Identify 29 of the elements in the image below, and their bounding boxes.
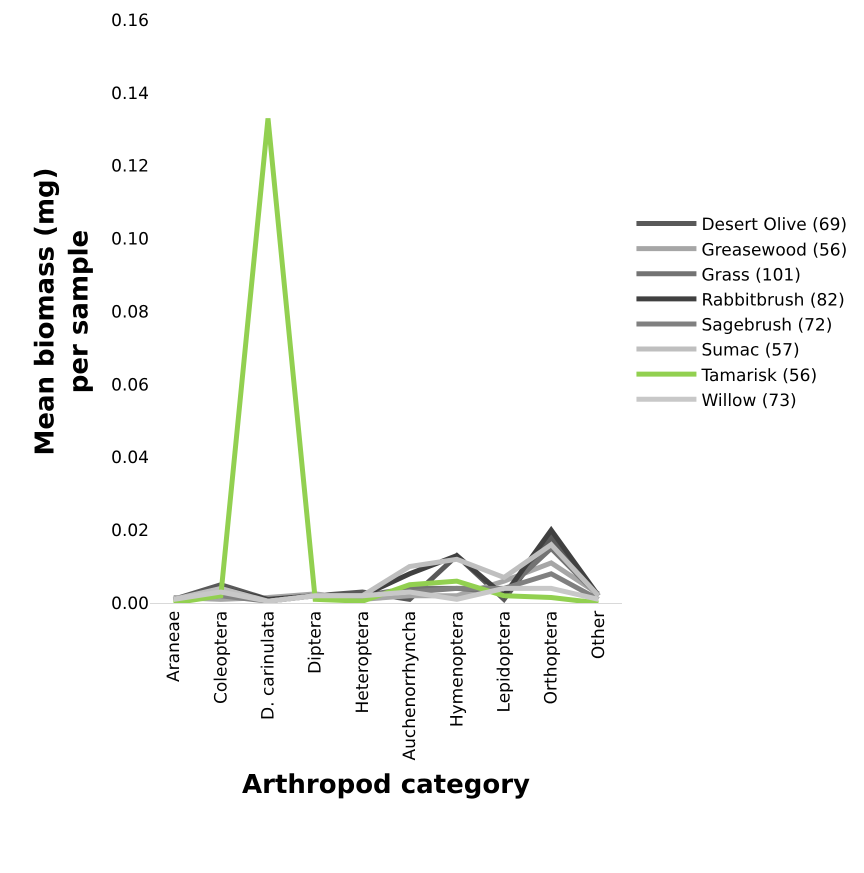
legend-label: Sumac (57)	[701, 340, 800, 361]
y-axis-title: Mean biomass (mg) per sample	[30, 167, 95, 456]
x-tick-label: Heteroptera	[352, 610, 373, 714]
y-tick-label: 0.04	[111, 448, 149, 468]
x-tick-label: Orthoptera	[542, 610, 562, 704]
x-tick-label: Coleoptera	[211, 610, 232, 704]
legend-label: Tamarisk (56)	[700, 366, 818, 386]
x-tick-label: Auchenorrhyncha	[400, 610, 420, 761]
y-tick-label: 0.00	[111, 594, 149, 614]
legend-label: Greasewood (56)	[701, 240, 848, 260]
y-tick-label: 0.12	[111, 156, 149, 177]
legend-label: Rabbitbrush (82)	[701, 290, 845, 310]
y-tick-label: 0.14	[111, 84, 149, 104]
y-tick-label: 0.16	[111, 10, 149, 31]
x-tick-label: Other	[588, 610, 609, 660]
x-tick-label: Hymenoptera	[447, 610, 468, 728]
legend-label: Willow (73)	[701, 390, 797, 411]
x-tick-label: Diptera	[306, 610, 326, 674]
y-tick-label: 0.06	[111, 375, 149, 396]
x-tick-label: D. carinulata	[258, 610, 279, 720]
y-tick-label: 0.02	[111, 521, 149, 542]
x-axis-title: Arthropod category	[242, 770, 530, 800]
y-tick-label: 0.10	[111, 230, 149, 250]
x-tick-label: Araneae	[164, 610, 184, 682]
legend-label: Desert Olive (69)	[701, 215, 848, 236]
legend-label: Sagebrush (72)	[701, 316, 832, 336]
legend-label: Grass (101)	[701, 265, 801, 286]
x-tick-label: Lepidoptera	[494, 610, 515, 712]
y-tick-label: 0.08	[111, 302, 149, 322]
